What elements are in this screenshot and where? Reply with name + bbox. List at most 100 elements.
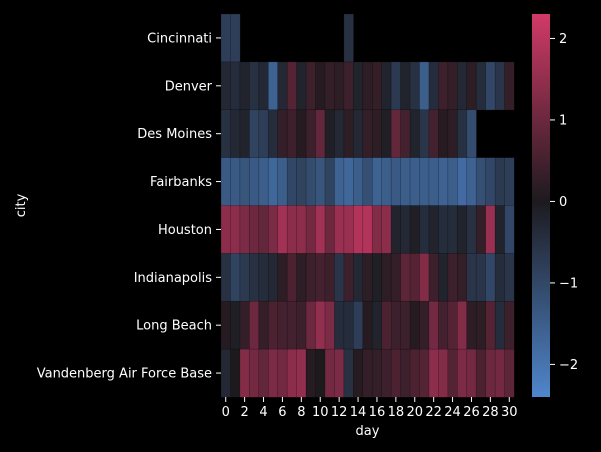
heatmap-cell <box>334 157 345 207</box>
heatmap-cell <box>409 109 421 159</box>
heatmap-cell <box>267 157 279 207</box>
heatmap-cell <box>343 300 354 350</box>
heatmap-cell <box>400 253 411 302</box>
heatmap-cell <box>400 348 411 398</box>
heatmap-cell <box>286 205 298 254</box>
colorbar-ticks: 2 1 0 −1 −2 <box>550 32 578 373</box>
heatmap-cell <box>371 157 383 207</box>
heatmap-cell <box>494 300 506 350</box>
heatmap-cell <box>343 13 354 63</box>
heatmap-cell <box>334 109 345 159</box>
heatmap-cell <box>286 348 298 398</box>
heatmap-cells <box>220 13 515 398</box>
heatmap-cell <box>296 205 307 254</box>
heatmap-cell <box>428 109 439 159</box>
heatmap-cell <box>343 348 354 398</box>
heatmap-cell <box>419 109 430 159</box>
heatmap-cell <box>296 253 307 302</box>
heatmap-cell <box>428 253 439 302</box>
heatmap-cell <box>249 253 260 302</box>
heatmap-cell <box>334 253 345 302</box>
heatmap-cell <box>324 61 336 111</box>
heatmap-cell <box>286 61 298 111</box>
heatmap-cell <box>324 205 336 254</box>
heatmap-cell <box>419 300 430 350</box>
heatmap-cell <box>334 61 345 111</box>
heatmap-cell <box>277 109 288 159</box>
heatmap-cell <box>353 61 364 111</box>
y-tick-label: Vandenberg Air Force Base <box>37 367 212 382</box>
heatmap-cell <box>267 109 279 159</box>
heatmap-cell <box>230 109 241 159</box>
heatmap-cell <box>324 109 336 159</box>
heatmap-cell <box>286 109 298 159</box>
heatmap-cell <box>353 348 364 398</box>
heatmap-cell <box>504 300 515 350</box>
heatmap-cell <box>485 157 496 207</box>
heatmap-cell <box>230 253 241 302</box>
heatmap-cell <box>334 300 345 350</box>
heatmap-cell <box>267 61 279 111</box>
heatmap-cell <box>230 13 241 63</box>
colorbar-tick-label: 2 <box>559 32 567 47</box>
heatmap-cell <box>230 61 241 111</box>
heatmap-cell <box>475 348 487 398</box>
heatmap-cell <box>305 348 317 398</box>
x-tick-label: 6 <box>278 405 286 420</box>
heatmap-cell <box>286 253 298 302</box>
x-tick-label: 28 <box>482 405 499 420</box>
y-tick-label: Indianapolis <box>134 271 213 286</box>
heatmap-cell <box>343 157 354 207</box>
heatmap-cell <box>419 348 430 398</box>
heatmap-cell <box>286 300 298 350</box>
x-axis-label: day <box>356 424 380 439</box>
heatmap-cell <box>315 348 326 398</box>
heatmap-cell <box>258 157 269 207</box>
heatmap-cell <box>220 157 232 207</box>
y-tick-label: Fairbanks <box>150 175 212 190</box>
heatmap-cell <box>447 205 458 254</box>
heatmap-cell <box>324 300 336 350</box>
colorbar-tick-label: −1 <box>559 276 578 291</box>
heatmap-cell <box>428 348 439 398</box>
heatmap-cell <box>494 348 506 398</box>
heatmap-cell <box>494 253 506 302</box>
heatmap-cell <box>466 205 477 254</box>
heatmap-cell <box>220 61 232 111</box>
heatmap-cell <box>258 61 269 111</box>
heatmap-cell <box>400 157 411 207</box>
heatmap-cell <box>343 205 354 254</box>
heatmap-cell <box>409 300 421 350</box>
heatmap-cell <box>305 157 317 207</box>
heatmap-cell <box>456 61 468 111</box>
heatmap-cell <box>466 157 477 207</box>
heatmap-cell <box>220 300 232 350</box>
heatmap-cell <box>381 109 392 159</box>
heatmap-cell <box>277 157 288 207</box>
heatmap-cell <box>267 300 279 350</box>
heatmap-cell <box>428 300 439 350</box>
heatmap-cell <box>362 157 373 207</box>
heatmap-cell <box>334 205 345 254</box>
heatmap-cell <box>296 300 307 350</box>
heatmap-cell <box>475 61 487 111</box>
heatmap-cell <box>220 109 232 159</box>
heatmap-cell <box>296 348 307 398</box>
heatmap-cell <box>277 61 288 111</box>
heatmap-cell <box>475 157 487 207</box>
heatmap-cell <box>438 205 449 254</box>
heatmap-cell <box>343 253 354 302</box>
heatmap-cell <box>419 157 430 207</box>
heatmap-cell <box>315 205 326 254</box>
heatmap-cell <box>381 205 392 254</box>
x-tick-label: 2 <box>240 405 248 420</box>
heatmap-cell <box>371 253 383 302</box>
heatmap-cell <box>381 253 392 302</box>
heatmap-cell <box>324 253 336 302</box>
heatmap-cell <box>456 157 468 207</box>
heatmap-cell <box>362 109 373 159</box>
x-tick-label: 24 <box>444 405 461 420</box>
heatmap-cell <box>362 348 373 398</box>
heatmap-cell <box>438 253 449 302</box>
